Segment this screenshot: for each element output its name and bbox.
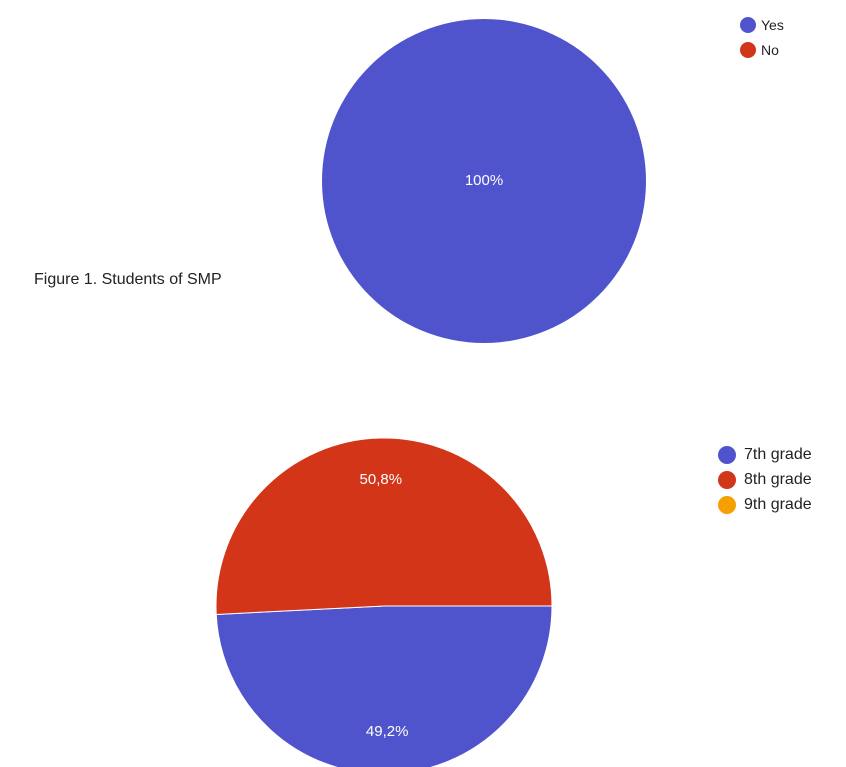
legend-item-8th-grade: 8th grade	[718, 467, 812, 492]
pie-chart-grade: 49,2% 50,8%	[215, 437, 553, 767]
legend-item-yes: Yes	[740, 12, 784, 37]
legend-swatch-9th-grade	[718, 495, 736, 514]
legend-label-no: No	[761, 41, 779, 58]
pie-chart-yes-no: 100%	[322, 19, 646, 343]
figure-caption-clip: Figure 1. Students of SMP	[0, 260, 290, 300]
legend-swatch-7th-grade	[718, 445, 736, 464]
legend-item-no: No	[740, 37, 784, 62]
legend-swatch-8th-grade	[718, 470, 736, 489]
legend-grade: 7th grade 8th grade 9th grade	[718, 442, 812, 517]
legend-label-yes: Yes	[761, 16, 784, 33]
legend-label-9th-grade: 9th grade	[744, 495, 812, 513]
legend-swatch-no	[740, 41, 756, 58]
pie-slice-8th-grade	[215, 437, 553, 615]
pie-label-8th-grade: 50,8%	[360, 471, 403, 488]
legend-swatch-yes	[740, 16, 756, 33]
pie-label-yes: 100%	[465, 172, 503, 189]
pie-label-7th-grade: 49,2%	[366, 723, 409, 740]
pie-slice-yes	[322, 19, 646, 343]
legend-item-9th-grade: 9th grade	[718, 492, 812, 517]
figure-caption: Figure 1. Students of SMP	[34, 271, 222, 288]
legend-label-7th-grade: 7th grade	[744, 445, 812, 463]
legend-item-7th-grade: 7th grade	[718, 442, 812, 467]
pie-slice-7th-grade	[215, 605, 553, 767]
legend-yes-no: Yes No	[740, 12, 784, 62]
legend-label-8th-grade: 8th grade	[744, 470, 812, 488]
